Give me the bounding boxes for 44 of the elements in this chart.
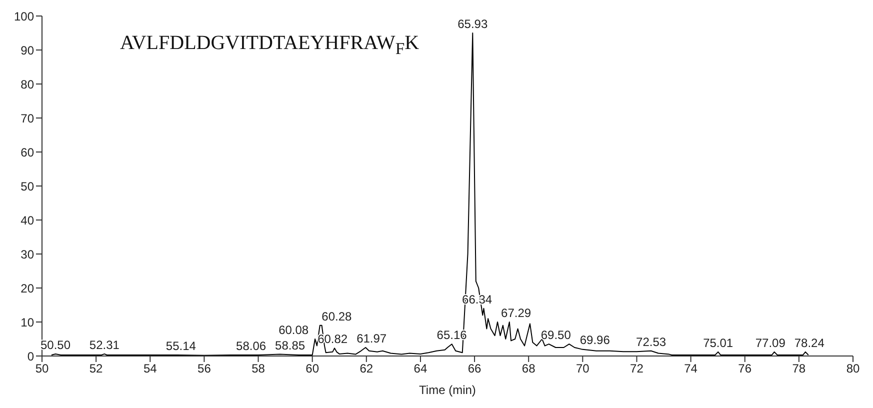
annotation: 55.14 — [166, 338, 196, 353]
x-tick-label: 66 — [468, 362, 482, 376]
x-tick-label: 56 — [198, 362, 212, 376]
annotation: 65.93 — [458, 17, 488, 31]
x-tick-label: 60 — [306, 362, 320, 376]
annotation: 60.08 — [278, 323, 309, 337]
x-tick-label: 64 — [414, 362, 428, 376]
x-tick-label: 50 — [35, 362, 49, 376]
annotation: 61.97 — [356, 332, 387, 346]
y-tick-label: 40 — [20, 213, 34, 228]
annotation: 67.29 — [501, 306, 532, 320]
y-tick-label: 90 — [20, 43, 34, 58]
y-tick-label: 0 — [27, 349, 34, 364]
y-tick-label: 70 — [20, 111, 34, 126]
x-tick-label: 80 — [846, 362, 860, 376]
y-tick-label: 10 — [20, 315, 34, 330]
x-tick-label: 62 — [360, 362, 374, 376]
x-tick-label: 52 — [89, 362, 104, 376]
x-tick-label: 68 — [522, 362, 536, 376]
y-tick-label: 60 — [20, 145, 34, 160]
annotation: 75.01 — [703, 336, 734, 350]
x-tick-label: 70 — [576, 362, 590, 376]
annotation: 69.96 — [580, 333, 610, 348]
x-tick-label: 78 — [792, 362, 806, 376]
y-tick-label: 30 — [20, 247, 34, 262]
y-tick-label: 50 — [20, 179, 34, 194]
annotation: 52.31 — [89, 338, 120, 352]
x-tick-label: 74 — [684, 362, 698, 376]
annotation: 77.09 — [755, 336, 786, 350]
annotation: 58.06 — [236, 338, 266, 353]
annotation: 78.24 — [794, 336, 825, 350]
annotation: 60.28 — [322, 309, 352, 324]
y-tick-label: 20 — [20, 281, 34, 296]
y-tick-label: 100 — [14, 9, 34, 24]
y-tick-label: 80 — [20, 77, 34, 92]
x-tick-label: 58 — [252, 362, 266, 376]
x-tick-label: 54 — [143, 362, 158, 376]
x-tick-label: 76 — [738, 362, 752, 376]
annotation: 72.53 — [636, 334, 666, 349]
text: AVLFDLDGVITDTAEYHFRAW$_{F}$K — [120, 32, 420, 59]
x-tick-label: 72 — [630, 362, 644, 376]
annotation: 58.85 — [275, 338, 306, 352]
x-axis-title: Time (min) — [419, 383, 476, 397]
annotation: 69.50 — [540, 328, 572, 342]
